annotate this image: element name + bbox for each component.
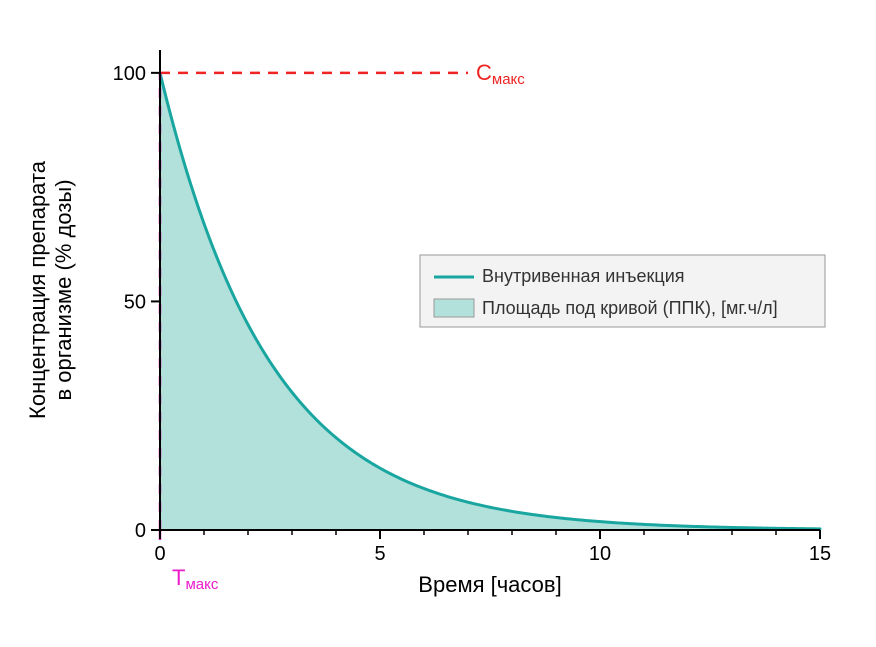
legend-label: Внутривенная инъекция [482,266,685,286]
x-tick-label: 15 [809,543,831,565]
pk-chart: CмаксTмакс051015050100Время [часов]Конце… [0,0,876,642]
x-tick-label: 10 [589,543,611,565]
svg-text:Концентрация препарата: Концентрация препарата [25,160,50,419]
chart-svg: CмаксTмакс051015050100Время [часов]Конце… [0,0,876,642]
legend-swatch-area [434,299,474,317]
x-tick-label: 5 [374,543,385,565]
x-axis-label: Время [часов] [418,572,561,597]
svg-text:в организме (% дозы): в организме (% дозы) [51,179,76,400]
y-tick-label: 0 [135,520,146,542]
x-tick-label: 0 [154,543,165,565]
y-axis-label: Концентрация препаратав организме (% доз… [25,160,76,419]
y-tick-label: 50 [124,291,146,313]
y-tick-label: 100 [113,63,146,85]
legend-label: Площадь под кривой (ППК), [мг.ч/л] [482,298,778,318]
